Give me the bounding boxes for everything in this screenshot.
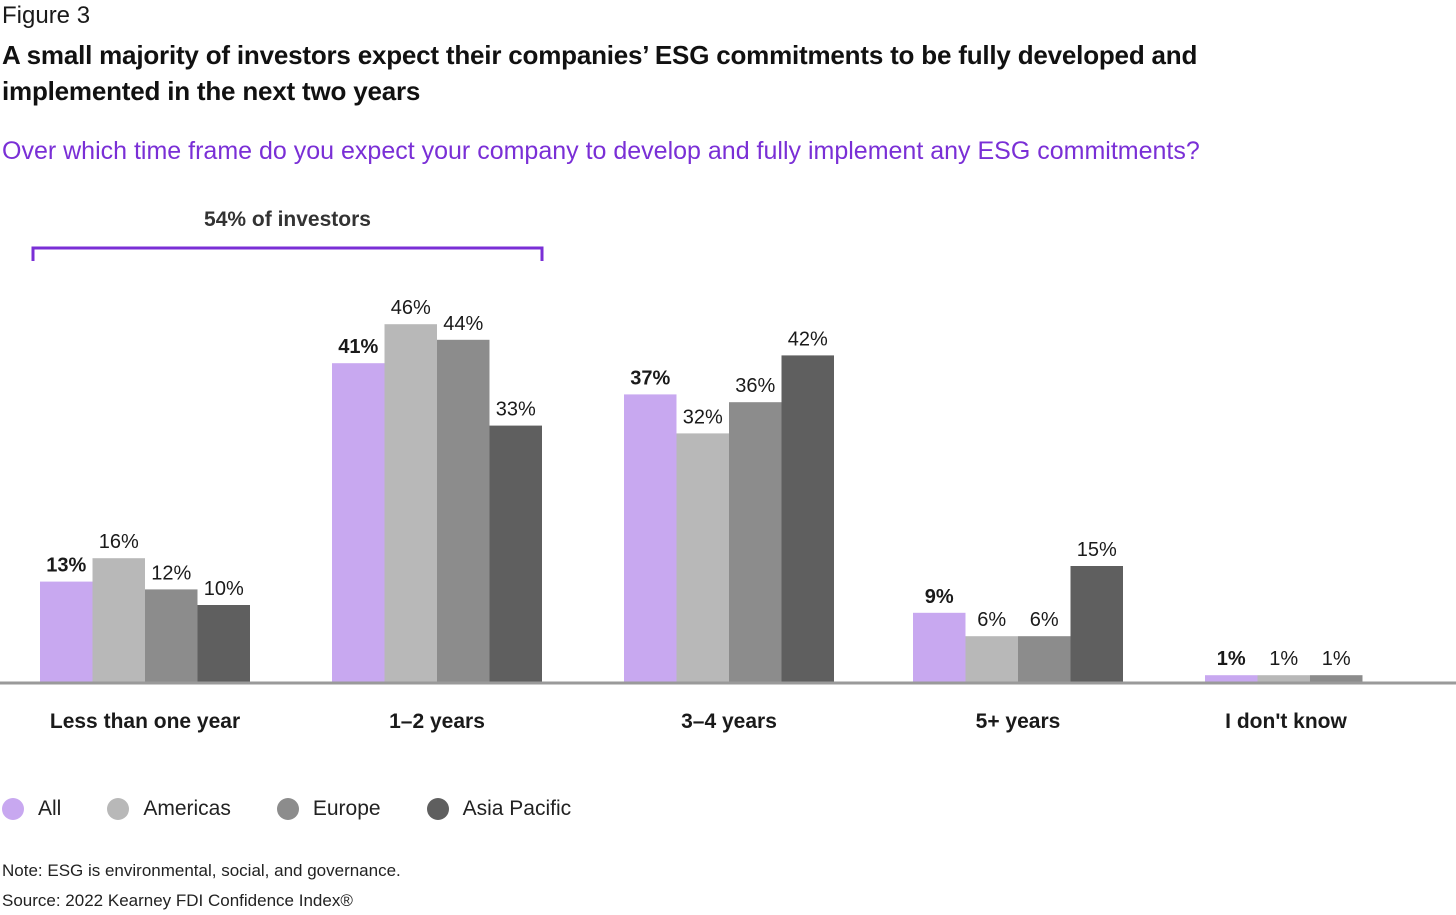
bar-all-1 xyxy=(332,363,385,683)
legend-item-asia-pacific: Asia Pacific xyxy=(426,797,572,821)
value-label: 41% xyxy=(338,336,378,358)
value-label: 1% xyxy=(1322,648,1351,670)
value-label: 33% xyxy=(496,399,536,421)
legend-swatch-asia-pacific xyxy=(426,798,449,820)
bar-europe-3 xyxy=(1018,636,1071,683)
category-label: 5+ years xyxy=(976,710,1061,733)
legend-item-americas: Americas xyxy=(107,797,231,821)
legend-label-europe: Europe xyxy=(312,797,381,820)
chart-subtitle: Over which time frame do you expect your… xyxy=(2,137,1200,165)
legend-swatch-all xyxy=(2,798,24,820)
bar-all-2 xyxy=(624,394,677,683)
legend-label-americas: Americas xyxy=(143,797,231,820)
value-label: 36% xyxy=(735,375,775,397)
annotation-label: 54% of investors xyxy=(204,208,371,231)
value-label: 10% xyxy=(204,578,244,600)
bar-all-0 xyxy=(40,581,93,683)
bar-europe-1 xyxy=(437,339,490,683)
bar-asia-pacific-3 xyxy=(1070,566,1123,683)
annotation-bracket xyxy=(31,246,544,261)
chart-legend: All Americas Europe Asia Pacific xyxy=(2,794,617,824)
value-label: 16% xyxy=(99,531,139,553)
chart-title: A small majority of investors expect the… xyxy=(2,40,1198,106)
bar-europe-0 xyxy=(145,589,198,683)
value-label: 37% xyxy=(630,367,670,389)
bar-americas-4 xyxy=(1257,675,1310,683)
bar-americas-0 xyxy=(92,558,145,683)
legend-item-all: All xyxy=(2,797,61,821)
legend-label-asia-pacific: Asia Pacific xyxy=(462,797,572,820)
category-label: 3–4 years xyxy=(681,710,777,733)
bar-asia-pacific-2 xyxy=(781,355,834,683)
chart-note: Note: ESG is environmental, social, and … xyxy=(2,861,401,880)
legend-item-europe: Europe xyxy=(276,797,381,821)
bar-europe-2 xyxy=(729,402,782,683)
category-label: 1–2 years xyxy=(389,710,485,733)
legend-swatch-americas xyxy=(107,798,130,820)
value-label: 13% xyxy=(46,555,86,577)
bar-europe-4 xyxy=(1310,675,1363,683)
bar-americas-2 xyxy=(676,433,729,683)
category-label: I don't know xyxy=(1225,710,1347,733)
chart-source: Source: 2022 Kearney FDI Confidence Inde… xyxy=(2,891,353,910)
bar-asia-pacific-1 xyxy=(489,425,542,683)
value-label: 32% xyxy=(683,406,723,428)
legend-swatch-europe xyxy=(276,798,299,820)
bar-chart: 13% 41% 37% 9% 1% 16% 46% 32% 6% 1% 12% 44% 36% 6% 1% 1… xyxy=(0,208,1456,733)
value-label: 1% xyxy=(1217,648,1246,670)
value-label: 46% xyxy=(391,297,431,319)
figure-label: Figure 3 xyxy=(2,2,91,29)
value-label: 15% xyxy=(1077,539,1117,561)
value-label: 44% xyxy=(443,313,483,335)
bar-americas-1 xyxy=(384,324,437,683)
value-label: 6% xyxy=(977,609,1006,631)
bar-all-4 xyxy=(1205,675,1258,683)
value-label: 9% xyxy=(925,586,954,608)
bar-all-3 xyxy=(913,612,966,683)
bar-americas-3 xyxy=(965,636,1018,683)
value-label: 12% xyxy=(151,562,191,584)
category-label: Less than one year xyxy=(50,710,240,733)
legend-label-all: All xyxy=(38,797,62,820)
value-label: 42% xyxy=(788,328,828,350)
value-label: 6% xyxy=(1030,609,1059,631)
bar-asia-pacific-0 xyxy=(197,605,250,683)
value-label: 1% xyxy=(1269,648,1298,670)
